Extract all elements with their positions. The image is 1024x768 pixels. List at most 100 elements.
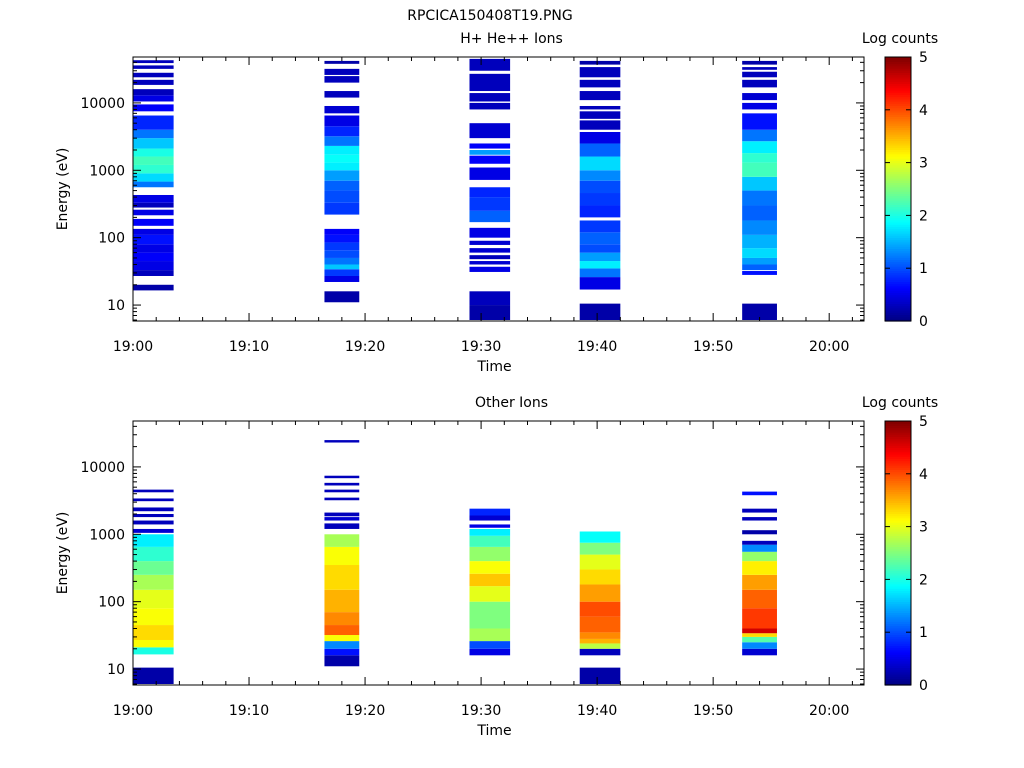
data-cell	[133, 89, 174, 96]
colorbar-step	[885, 555, 911, 558]
colorbar-step	[885, 484, 911, 488]
colorbar-step	[885, 114, 911, 117]
colorbar-step	[885, 564, 911, 567]
colorbar-step	[885, 167, 911, 170]
colorbar-step	[885, 498, 911, 501]
colorbar-step	[885, 559, 911, 563]
data-cell	[742, 636, 777, 643]
colorbar-step	[885, 63, 911, 67]
spectrogram-data	[133, 58, 777, 321]
x-tick-label: 19:30	[461, 703, 501, 719]
colorbar-step	[885, 57, 911, 60]
colorbar-step	[885, 244, 911, 247]
colorbar-step	[885, 632, 911, 635]
colorbar-step	[885, 436, 911, 440]
data-cell	[133, 546, 174, 562]
colorbar-step	[885, 123, 911, 126]
data-cell	[469, 641, 511, 649]
colorbar-step	[885, 294, 911, 298]
data-cell	[579, 667, 621, 685]
data-cell	[469, 102, 511, 110]
data-cell	[324, 170, 360, 181]
colorbar-step	[885, 612, 911, 616]
colorbar-step	[885, 500, 911, 503]
colorbar-step	[885, 674, 911, 677]
y-tick-label: 100	[98, 595, 125, 611]
colorbar-step	[885, 266, 911, 269]
data-cell	[133, 270, 174, 276]
colorbar-step	[885, 96, 911, 100]
data-cell	[742, 113, 777, 130]
data-cell	[133, 574, 174, 590]
colorbar-tick-label: 4	[919, 467, 928, 483]
data-cell	[324, 190, 360, 203]
colorbar-step	[885, 299, 911, 302]
colorbar-step	[885, 535, 911, 539]
colorbar-step	[885, 305, 911, 309]
colorbar-tick-label: 5	[919, 414, 928, 430]
colorbar-step	[885, 202, 911, 205]
panel-title: Other Ions	[475, 395, 548, 411]
x-tick-label: 19:00	[113, 339, 153, 355]
colorbar-step	[885, 79, 911, 82]
data-cell	[324, 154, 360, 163]
colorbar-step	[885, 634, 911, 638]
data-cell	[324, 264, 360, 270]
data-cell	[133, 647, 174, 655]
x-tick-label: 20:00	[809, 703, 849, 719]
colorbar-step	[885, 652, 911, 655]
data-cell	[324, 115, 360, 127]
colorbar-step	[885, 504, 911, 508]
colorbar-step	[885, 597, 911, 600]
colorbar-step	[885, 678, 911, 682]
data-cell	[133, 202, 174, 208]
x-axis-ticks	[132, 57, 853, 321]
data-cell	[133, 209, 174, 216]
x-tick-label: 19:10	[229, 703, 269, 719]
colorbar-step	[885, 570, 911, 574]
data-cell	[469, 515, 511, 521]
data-cell	[742, 530, 777, 535]
y-tick-label: 10	[107, 298, 125, 314]
colorbar-step	[885, 647, 911, 651]
data-cell	[469, 255, 511, 260]
y-tick-label: 10000	[80, 96, 125, 112]
data-cell	[133, 115, 174, 130]
data-cell	[133, 520, 174, 525]
colorbar-step	[885, 443, 911, 446]
data-cell	[324, 162, 360, 171]
colorbar-step	[885, 270, 911, 274]
data-cell	[324, 76, 360, 83]
data-cell	[469, 248, 511, 253]
colorbar-step	[885, 619, 911, 622]
colorbar-step	[885, 195, 911, 199]
colorbar-step	[885, 184, 911, 188]
colorbar-step	[885, 590, 911, 594]
colorbar-step	[885, 215, 911, 219]
colorbar-step	[885, 182, 911, 186]
colorbar-step	[885, 241, 911, 245]
colorbar-tick-label: 0	[919, 314, 928, 330]
data-cell	[579, 632, 621, 639]
data-cell	[579, 156, 621, 171]
colorbar-step	[885, 465, 911, 468]
colorbar-step	[885, 577, 911, 580]
colorbar-step	[885, 316, 911, 320]
colorbar-step	[885, 127, 911, 131]
data-cell	[133, 528, 174, 533]
data-cell	[324, 136, 360, 146]
colorbar-step	[885, 116, 911, 120]
data-cell	[579, 616, 621, 633]
colorbar-step	[885, 160, 911, 164]
data-cell	[742, 561, 777, 575]
colorbar-step	[885, 101, 911, 104]
data-cell	[133, 95, 174, 102]
colorbar-step	[885, 169, 911, 172]
data-cell	[133, 252, 174, 262]
colorbar-step	[885, 171, 911, 175]
data-cell	[742, 271, 777, 275]
colorbar-step	[885, 572, 911, 576]
data-cell	[324, 482, 360, 486]
